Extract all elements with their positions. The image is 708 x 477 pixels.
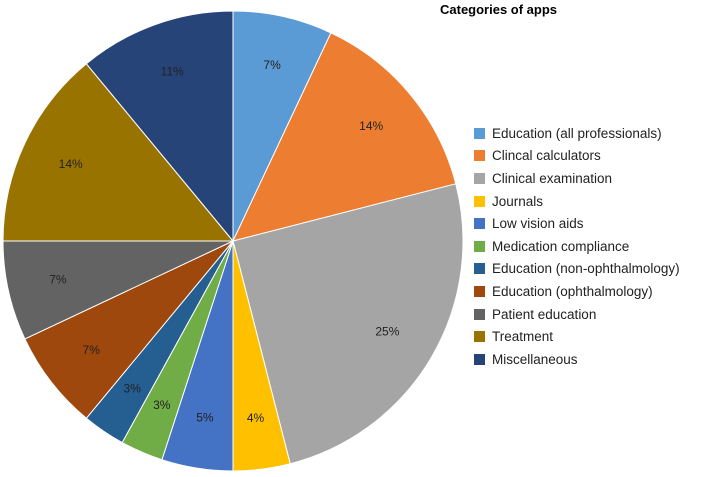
- chart-legend: Education (all professionals) Clincal cal…: [474, 122, 680, 371]
- pie-slice-education-ophthalmology: [24, 240, 234, 419]
- pie-slices: [2, 10, 464, 472]
- legend-item-education-all-professionals: Education (all professionals): [474, 122, 680, 145]
- legend-label: Clinical examination: [492, 170, 613, 186]
- slice-label-patient-education: 7%: [49, 272, 67, 286]
- slice-label-clinical-examination: 25%: [375, 324, 399, 338]
- legend-swatch: [474, 353, 485, 365]
- pie-slice-clincal-calculators: [232, 32, 457, 242]
- slice-label-miscellaneous: 11%: [161, 64, 184, 78]
- legend-label: Education (all professionals): [492, 125, 662, 141]
- legend-label: Education (non-ophthalmology): [492, 261, 680, 277]
- legend-label: Clincal calculators: [492, 148, 601, 164]
- legend-swatch: [474, 263, 485, 275]
- legend-item-education-ophthalmology: Education (ophthalmology): [474, 280, 680, 303]
- slice-label-education-non-ophthalmology: 3%: [124, 382, 142, 396]
- legend-item-journals: Journals: [474, 190, 680, 213]
- slice-label-journals: 4%: [247, 411, 265, 425]
- slice-label-education-all-professionals: 7%: [263, 58, 281, 72]
- slice-label-education-ophthalmology: 7%: [83, 343, 101, 357]
- legend-swatch: [474, 172, 485, 184]
- legend-swatch: [474, 150, 485, 162]
- slice-label-treatment: 14%: [59, 157, 83, 171]
- slice-label-medication-compliance: 3%: [153, 398, 171, 412]
- chart-title: Categories of apps: [440, 2, 558, 17]
- legend-swatch: [474, 240, 485, 252]
- legend-item-education-non-ophthalmology: Education (non-ophthalmology): [474, 258, 680, 281]
- legend-label: Patient education: [492, 306, 597, 322]
- legend-item-clinical-examination: Clinical examination: [474, 167, 680, 190]
- pie-slice-patient-education: [2, 240, 234, 340]
- legend-item-medication-compliance: Medication compliance: [474, 235, 680, 258]
- legend-swatch: [474, 285, 485, 297]
- pie-slice-education-all-professionals: [232, 10, 332, 242]
- legend-item-treatment: Treatment: [474, 325, 680, 348]
- pie-slice-clinical-examination: [232, 183, 464, 465]
- pie-slice-treatment: [2, 63, 235, 242]
- slice-label-clincal-calculators: 14%: [359, 119, 383, 133]
- legend-swatch: [474, 308, 485, 320]
- legend-label: Low vision aids: [492, 216, 584, 232]
- legend-swatch: [474, 127, 485, 139]
- pie-slice-miscellaneous: [85, 10, 234, 243]
- legend-label: Miscellaneous: [492, 351, 578, 367]
- legend-item-patient-education: Patient education: [474, 303, 680, 326]
- legend-swatch: [474, 218, 485, 230]
- legend-item-low-vision-aids: Low vision aids: [474, 212, 680, 235]
- legend-label: Journals: [492, 193, 544, 209]
- slice-label-low-vision-aids: 5%: [196, 410, 214, 424]
- legend-item-clincal-calculators: Clincal calculators: [474, 145, 680, 168]
- legend-item-miscellaneous: Miscellaneous: [474, 348, 680, 371]
- pie-slice-labels: 7% 14% 25% 4% 5% 3% 3% 7% 7% 14% 11%: [49, 58, 400, 425]
- legend-label: Medication compliance: [492, 238, 630, 254]
- legend-label: Education (ophthalmology): [492, 283, 653, 299]
- legend-label: Treatment: [492, 329, 554, 345]
- legend-swatch: [474, 331, 485, 343]
- legend-swatch: [474, 195, 485, 207]
